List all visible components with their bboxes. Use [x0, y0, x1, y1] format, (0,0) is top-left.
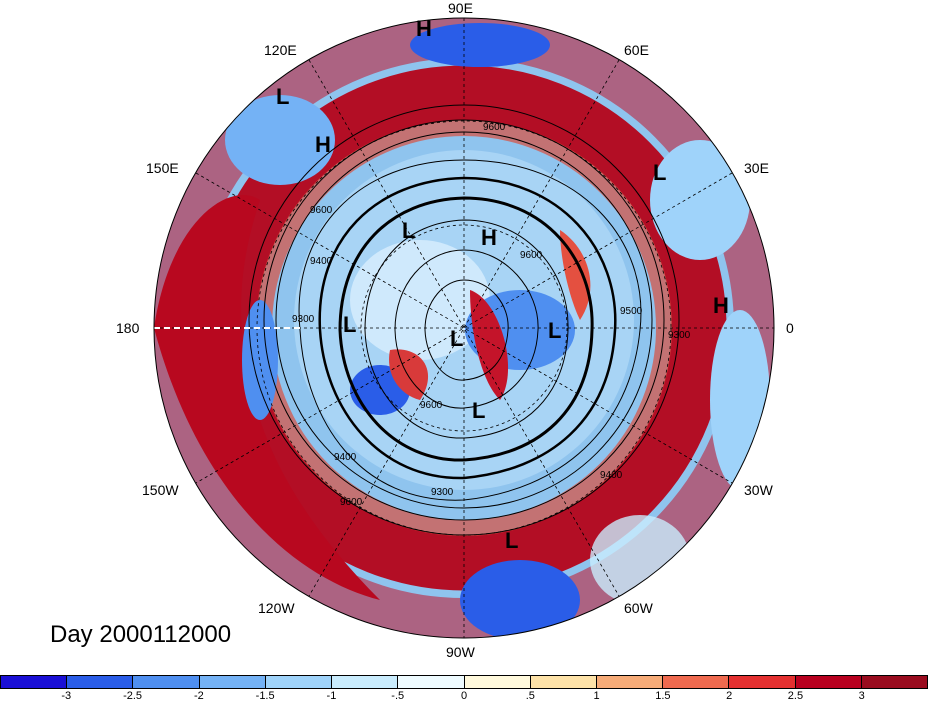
contour-label-2: 9400	[310, 256, 333, 267]
contour-label-6: 9300	[431, 487, 454, 498]
pressure-marker-2: H	[713, 293, 729, 318]
pressure-marker-5: L	[402, 218, 416, 243]
colorbar-tick-1: -2.5	[123, 690, 143, 702]
map-boundary	[153, 17, 775, 639]
colorbar-swatch-4	[265, 676, 333, 688]
colorbar-tick-7: .5	[525, 690, 535, 702]
colorbar-swatch-0	[1, 676, 68, 688]
pressure-marker-3: H	[315, 132, 331, 157]
pressure-marker-4: L	[276, 84, 290, 109]
colorbar-swatch-12	[795, 676, 862, 688]
contour-label-7: 9500	[620, 306, 643, 317]
pressure-marker-7: L	[343, 312, 357, 337]
colorbar-swatch-1	[67, 676, 134, 688]
contour-label-11: 9600	[420, 400, 443, 411]
contour-label-4: 9400	[334, 452, 357, 463]
colorbar-tick-8: 1	[593, 690, 600, 702]
colorbar-tick-10: 2	[726, 690, 733, 702]
lon-label-30e: 30E	[744, 160, 769, 176]
lon-label-150e: 150E	[146, 160, 179, 176]
colorbar-tick-4: -1	[326, 690, 337, 702]
lon-label-150w: 150W	[142, 482, 179, 498]
lon-label-90w: 90W	[446, 644, 475, 660]
colorbar-swatch-9	[596, 676, 664, 688]
lon-label-180: 180	[116, 320, 140, 336]
contour-label-8: 9300	[668, 330, 691, 341]
pressure-marker-6: H	[481, 225, 497, 250]
colorbar-swatch-3	[199, 676, 266, 688]
contour-label-1: 9600	[310, 205, 333, 216]
colorbar-swatch-6	[398, 676, 465, 688]
date-title: Day 2000112000	[50, 621, 232, 648]
colorbar-tick-12: 3	[858, 690, 865, 702]
contour-label-3: 9300	[292, 314, 315, 325]
contour-label-10: 9600	[520, 250, 543, 261]
contour-label-0: 9600	[483, 122, 506, 133]
contour-label-5: 9600	[340, 497, 363, 508]
lon-label-60w: 60W	[624, 600, 653, 616]
contour-label-9: 9400	[600, 470, 623, 481]
pressure-marker-9: L	[548, 318, 562, 343]
colorbar-swatch-8	[530, 676, 597, 688]
colorbar-tick-0: -3	[61, 690, 72, 702]
colorbar-swatch-2	[133, 676, 200, 688]
lon-label-90e: 90E	[448, 0, 473, 16]
colorbar-tick-5: -.5	[391, 690, 405, 702]
pressure-marker-10: L	[472, 398, 486, 423]
colorbar-swatch-13	[861, 676, 928, 688]
colorbar-tick-6: 0	[460, 690, 468, 702]
lon-label-120e: 120E	[264, 42, 297, 58]
pressure-marker-1: L	[653, 160, 667, 185]
pressure-marker-8: L	[450, 326, 464, 351]
colorbar-swatch-7	[464, 676, 531, 688]
lon-label-0: 0	[786, 320, 794, 336]
colorbar-swatch-5	[332, 676, 399, 688]
lon-label-60e: 60E	[624, 42, 649, 58]
colorbar	[0, 675, 928, 689]
colorbar-tick-11: 2.5	[787, 690, 804, 702]
pressure-marker-11: L	[505, 528, 519, 553]
lon-label-30w: 30W	[744, 482, 773, 498]
colorbar-swatch-10	[663, 676, 730, 688]
colorbar-tick-2: -2	[193, 690, 204, 702]
colorbar-swatch-11	[729, 676, 796, 688]
pressure-marker-0: H	[416, 16, 432, 41]
colorbar-tick-3: -1.5	[255, 690, 275, 702]
lon-label-120w: 120W	[258, 600, 295, 616]
colorbar-tick-9: 1.5	[655, 690, 671, 702]
